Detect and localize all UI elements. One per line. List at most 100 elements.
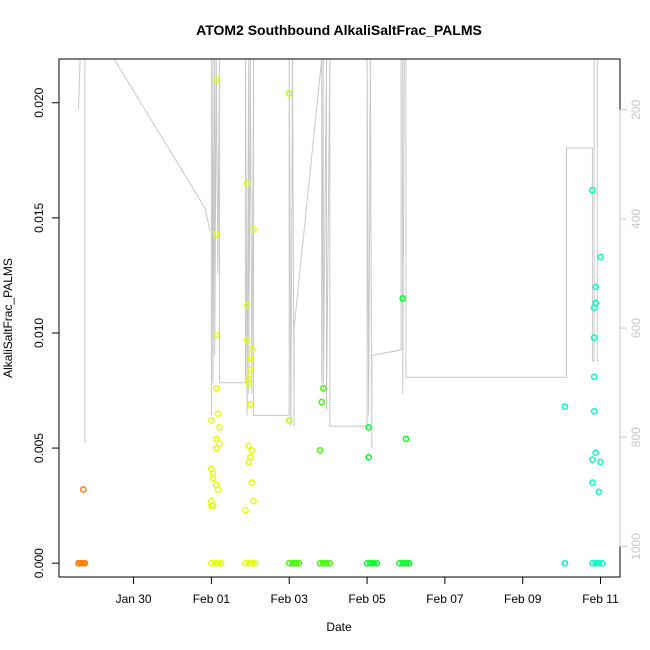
- data-point: [399, 559, 407, 567]
- y-tick-label: 0.010: [32, 318, 46, 348]
- data-point: [597, 458, 604, 466]
- data-point: [316, 447, 324, 454]
- x-tick-label: Feb 11: [582, 592, 619, 606]
- chart-title: ATOM2 Southbound AlkaliSaltFrac_PALMS: [196, 22, 482, 38]
- y-tick-label: 0.005: [32, 433, 46, 463]
- data-point: [365, 424, 373, 431]
- data-point: [402, 435, 410, 443]
- data-point: [319, 559, 327, 567]
- data-point: [561, 559, 569, 567]
- x-tick-label: Feb 03: [271, 592, 309, 606]
- data-point: [242, 559, 249, 567]
- data-point: [208, 559, 215, 567]
- data-point: [597, 253, 604, 261]
- data-point: [209, 474, 217, 482]
- data-point: [246, 354, 254, 362]
- data-point: [245, 458, 253, 466]
- y-axis-label: AlkaliSaltFrac_PALMS: [1, 258, 15, 378]
- data-point: [250, 226, 257, 233]
- data-point: [214, 559, 222, 567]
- x-tick-label: Feb 01: [193, 592, 231, 606]
- data-point: [79, 486, 87, 493]
- data-point: [318, 398, 326, 406]
- x-tick-label: Feb 07: [426, 592, 464, 606]
- data-point: [598, 559, 606, 567]
- data-point: [212, 331, 220, 339]
- data-point: [243, 179, 251, 187]
- data-point: [81, 559, 89, 567]
- right-y-tick-label: 200: [629, 99, 643, 119]
- data-point: [248, 447, 256, 454]
- y-tick-label: 0.015: [32, 203, 46, 233]
- right-y-axis: 200 400 600 800 1000: [619, 99, 643, 560]
- data-point: [248, 479, 256, 486]
- data-point: [292, 559, 300, 567]
- data-point: [212, 384, 220, 392]
- data-point: [243, 301, 251, 309]
- x-tick-label: Feb 09: [504, 592, 542, 606]
- data-point: [402, 559, 410, 567]
- data-point: [363, 559, 371, 567]
- data-point: [212, 230, 220, 238]
- y-axis: 0.000 0.005 0.010 0.015 0.020: [32, 87, 60, 578]
- data-point: [326, 559, 334, 567]
- data-point: [211, 559, 219, 567]
- data-point: [295, 559, 303, 567]
- data-point: [285, 559, 293, 567]
- data-point: [595, 488, 603, 496]
- right-y-tick-label: 400: [629, 209, 643, 229]
- data-point: [216, 440, 223, 447]
- data-point: [370, 559, 377, 567]
- data-point: [212, 76, 220, 84]
- data-point: [316, 559, 324, 567]
- data-point: [209, 502, 217, 509]
- right-y-tick-label: 600: [629, 318, 643, 338]
- data-point: [217, 559, 225, 567]
- data-point: [589, 479, 596, 486]
- data-point: [592, 283, 600, 291]
- data-point: [214, 486, 222, 493]
- data-point: [561, 403, 569, 410]
- data-point: [242, 506, 249, 514]
- x-axis: Jan 30 Feb 01 Feb 03 Feb 05 Feb 07 Feb 09 Feb …: [116, 576, 619, 606]
- data-point: [405, 559, 413, 567]
- data-point: [319, 384, 327, 392]
- data-point: [214, 410, 222, 417]
- y-tick-label: 0.000: [32, 548, 46, 578]
- data-point: [212, 444, 220, 452]
- data-point: [248, 345, 256, 353]
- data-point: [396, 559, 403, 567]
- data-point: [246, 366, 254, 374]
- data-point: [373, 559, 381, 567]
- data-point: [323, 559, 330, 567]
- data-point: [595, 559, 603, 567]
- data-point: [285, 90, 293, 97]
- right-y-tick-label: 800: [629, 427, 643, 447]
- data-point: [245, 559, 253, 567]
- y-tick-label: 0.020: [32, 87, 46, 117]
- x-axis-label: Date: [326, 620, 352, 634]
- data-point: [589, 559, 596, 567]
- right-y-tick-label: 1000: [629, 533, 643, 560]
- data-point: [285, 417, 293, 424]
- data-point: [248, 559, 256, 567]
- data-point: [366, 559, 374, 567]
- data-point: [243, 336, 251, 344]
- data-point: [590, 334, 598, 341]
- data-point: [590, 373, 598, 381]
- data-point: [246, 400, 254, 408]
- data-point: [589, 456, 596, 463]
- data-point: [399, 295, 407, 302]
- data-point: [590, 407, 598, 415]
- data-point: [245, 380, 253, 387]
- data-point: [365, 453, 373, 461]
- data-point: [212, 435, 220, 443]
- data-point: [216, 424, 223, 431]
- data-point: [589, 186, 596, 194]
- data-point: [289, 559, 296, 567]
- data-point: [251, 559, 259, 567]
- data-points: [75, 76, 606, 567]
- data-point: [592, 449, 600, 457]
